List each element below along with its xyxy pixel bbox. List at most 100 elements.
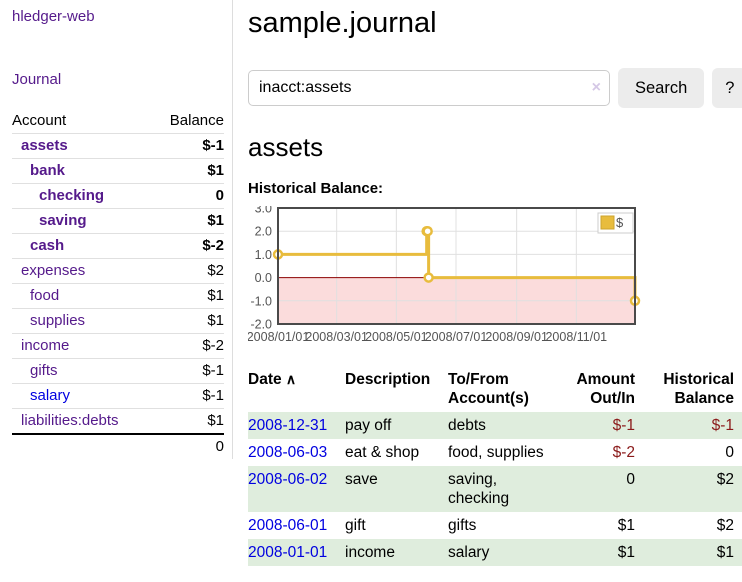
transaction-amount: $-2 — [612, 444, 635, 461]
help-button[interactable]: ? — [712, 68, 742, 108]
account-balance: $-1 — [152, 383, 224, 409]
transaction-accounts: debts — [448, 417, 486, 434]
register-header-row: Date ∧ Description To/From Account(s) Am… — [248, 366, 742, 412]
transaction-amount: $-1 — [612, 417, 635, 434]
x-tick-label: 2008/03/01 — [305, 330, 368, 344]
transaction-accounts: saving, checking — [448, 471, 510, 507]
transaction-balance: $2 — [716, 471, 734, 488]
transaction-description: gift — [345, 517, 366, 534]
account-link[interactable]: income — [21, 337, 70, 354]
y-tick-label: -1.0 — [250, 294, 272, 308]
account-heading: assets — [248, 132, 324, 162]
transaction-description: income — [345, 544, 395, 561]
chart-point — [423, 272, 434, 283]
account-link[interactable]: assets — [21, 137, 68, 154]
transaction-date-link[interactable]: 2008-12-31 — [248, 417, 328, 434]
balance-chart-svg[interactable]: $3.0 2.0 1.0 0.0 -1.0 -2.02008/01/012008/03/0… — [247, 202, 642, 350]
account-row: income $-2 — [12, 333, 224, 359]
transaction-row: 2008-06-03 eat & shop food, supplies $-2… — [248, 439, 742, 466]
account-balance: $1 — [152, 208, 224, 234]
sidebar: hledger-web Journal Account Balance asse… — [0, 0, 233, 459]
chart-title: Historical Balance: — [248, 180, 384, 197]
account-link[interactable]: liabilities:debts — [21, 412, 119, 429]
account-balance: $1 — [152, 283, 224, 309]
account-link[interactable]: bank — [30, 162, 66, 179]
account-link[interactable]: checking — [39, 187, 105, 204]
account-link[interactable]: food — [30, 287, 60, 304]
account-balance: $-2 — [152, 233, 224, 259]
account-link[interactable]: salary — [30, 387, 71, 404]
x-tick-label: 2008/11/01 — [545, 330, 607, 344]
transaction-balance: $-1 — [711, 417, 734, 434]
account-link[interactable]: saving — [39, 212, 87, 229]
register-header-accounts: To/From Account(s) — [448, 371, 529, 407]
transaction-row: 2008-01-01 income salary $1 $1 — [248, 539, 742, 566]
search-field-wrap: × — [248, 70, 610, 106]
transaction-row: 2008-06-02 save saving, checking 0 $2 — [248, 466, 742, 512]
transaction-row: 2008-12-31 pay off debts $-1 $-1 — [248, 412, 742, 439]
legend-label: $ — [616, 215, 624, 230]
x-tick-label: 2008/09/01 — [485, 330, 548, 344]
accounts-header-account: Account — [12, 109, 153, 134]
transaction-accounts: gifts — [448, 517, 477, 534]
register-header-amount: Amount Out/In — [576, 371, 635, 407]
account-row: cash $-2 — [12, 233, 224, 259]
account-row: assets $-1 — [12, 133, 224, 159]
search-form: × Search ? — [248, 68, 742, 108]
account-balance: $1 — [152, 408, 224, 435]
account-row: gifts $-1 — [12, 358, 224, 384]
account-row: liabilities:debts $1 — [12, 408, 224, 435]
account-link[interactable]: cash — [30, 237, 65, 254]
transaction-balance: $2 — [716, 517, 734, 534]
transaction-balance: $1 — [716, 544, 734, 561]
accounts-total-row: 0 — [12, 433, 224, 459]
historical-balance-chart[interactable]: $3.0 2.0 1.0 0.0 -1.0 -2.0 2008/01/01 2008/03/0… — [247, 202, 742, 354]
brand-link[interactable]: hledger-web — [12, 8, 95, 25]
accounts-header-row: Account Balance — [12, 109, 224, 134]
account-balance: $1 — [152, 308, 224, 334]
register-table: Date ∧ Description To/From Account(s) Am… — [248, 366, 742, 566]
transaction-amount: $1 — [617, 517, 635, 534]
transaction-date-link[interactable]: 2008-06-01 — [248, 517, 328, 534]
account-link[interactable]: supplies — [30, 312, 86, 329]
account-link[interactable]: expenses — [21, 262, 86, 279]
search-input[interactable] — [248, 70, 610, 106]
account-balance: $-1 — [152, 133, 224, 159]
date-header-label: Date — [248, 371, 282, 388]
y-tick-label: -2.0 — [250, 318, 272, 332]
y-tick-label: 0.0 — [255, 271, 272, 285]
transaction-date-link[interactable]: 2008-06-02 — [248, 471, 328, 488]
x-tick-label: 2008/05/01 — [365, 330, 428, 344]
account-balance: $-2 — [152, 333, 224, 359]
account-balance: 0 — [152, 183, 224, 209]
transaction-accounts: food, supplies — [448, 444, 544, 461]
y-tick-label: 3.0 — [255, 206, 272, 216]
transaction-accounts: salary — [448, 544, 490, 561]
accounts-header-balance: Balance — [152, 109, 224, 134]
account-row: food $1 — [12, 283, 224, 309]
register-header-description: Description — [345, 371, 431, 388]
x-tick-label: 2008/07/01 — [425, 330, 488, 344]
transaction-description: eat & shop — [345, 444, 420, 461]
transaction-date-link[interactable]: 2008-01-01 — [248, 544, 328, 561]
transaction-date-link[interactable]: 2008-06-03 — [248, 444, 328, 461]
search-button[interactable]: Search — [618, 68, 705, 108]
y-tick-label: 2.0 — [255, 225, 272, 239]
sidebar-item-journal[interactable]: Journal — [12, 71, 62, 88]
main-content: sample.journal × Search ? assets Histori… — [233, 0, 742, 566]
register-header-date[interactable]: Date ∧ — [248, 366, 345, 412]
account-row: salary $-1 — [12, 383, 224, 409]
legend-swatch — [600, 215, 615, 230]
clear-search-icon[interactable]: × — [591, 79, 601, 96]
x-tick-label: 2008/01/01 — [248, 330, 309, 344]
accounts-table: Account Balance assets $-1 bank $1 check… — [12, 109, 224, 459]
register-header-balance: Historical Balance — [663, 371, 734, 407]
account-row: saving $1 — [12, 208, 224, 234]
page: hledger-web Journal Account Balance asse… — [0, 0, 742, 566]
account-balance: $-1 — [152, 358, 224, 384]
transaction-row: 2008-06-01 gift gifts $1 $2 — [248, 512, 742, 539]
plot-border — [277, 207, 636, 325]
account-link[interactable]: gifts — [30, 362, 58, 379]
transaction-description: save — [345, 471, 378, 488]
page-title: sample.journal — [248, 7, 437, 39]
